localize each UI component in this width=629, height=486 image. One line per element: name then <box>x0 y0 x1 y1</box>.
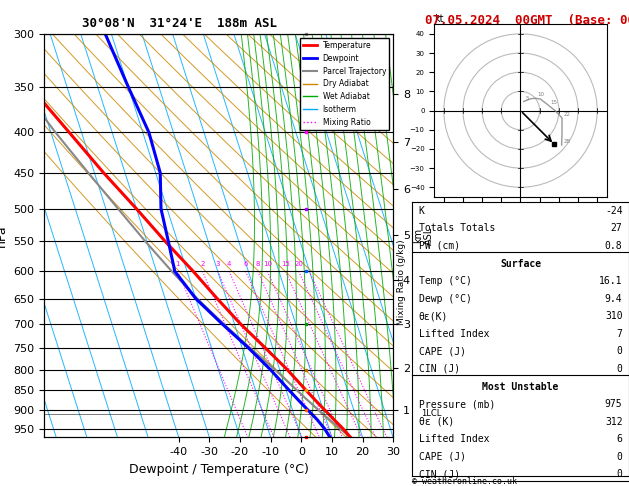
Text: θε(K): θε(K) <box>418 311 448 321</box>
Text: PW (cm): PW (cm) <box>418 241 460 251</box>
Text: 1: 1 <box>175 261 180 267</box>
Text: 2: 2 <box>200 261 204 267</box>
Text: CIN (J): CIN (J) <box>418 469 460 479</box>
Text: Lifted Index: Lifted Index <box>418 434 489 444</box>
Text: 30°08'N  31°24'E  188m ASL: 30°08'N 31°24'E 188m ASL <box>82 17 277 30</box>
Text: 975: 975 <box>605 399 623 409</box>
X-axis label: Dewpoint / Temperature (°C): Dewpoint / Temperature (°C) <box>129 463 308 476</box>
Text: 7: 7 <box>616 329 623 339</box>
Text: 3: 3 <box>216 261 220 267</box>
Text: 8: 8 <box>255 261 260 267</box>
Text: CAPE (J): CAPE (J) <box>418 347 465 356</box>
Text: 310: 310 <box>605 311 623 321</box>
Text: © weatheronline.co.uk: © weatheronline.co.uk <box>412 477 517 486</box>
Text: 312: 312 <box>605 417 623 427</box>
Text: 16.1: 16.1 <box>599 276 623 286</box>
Text: 07.05.2024  00GMT  (Base: 06): 07.05.2024 00GMT (Base: 06) <box>425 14 629 27</box>
Text: 27: 27 <box>611 224 623 233</box>
Text: 10: 10 <box>263 261 272 267</box>
Text: 0.8: 0.8 <box>605 241 623 251</box>
Text: 9.4: 9.4 <box>605 294 623 304</box>
Text: Totals Totals: Totals Totals <box>418 224 495 233</box>
Text: Temp (°C): Temp (°C) <box>418 276 471 286</box>
Text: Mixing Ratio (g/kg): Mixing Ratio (g/kg) <box>397 239 406 325</box>
Text: CAPE (J): CAPE (J) <box>418 452 465 462</box>
Text: Pressure (mb): Pressure (mb) <box>418 399 495 409</box>
Text: 15: 15 <box>281 261 290 267</box>
Text: 0: 0 <box>616 347 623 356</box>
Text: Dewp (°C): Dewp (°C) <box>418 294 471 304</box>
Text: 28: 28 <box>564 139 571 144</box>
Text: θε (K): θε (K) <box>418 417 454 427</box>
Text: Most Unstable: Most Unstable <box>482 382 559 392</box>
Y-axis label: hPa: hPa <box>0 225 8 247</box>
Text: -24: -24 <box>605 206 623 216</box>
Text: K: K <box>418 206 425 216</box>
Text: 0: 0 <box>616 364 623 374</box>
Text: 10: 10 <box>537 92 544 97</box>
Text: CIN (J): CIN (J) <box>418 364 460 374</box>
Text: 6: 6 <box>616 434 623 444</box>
Text: 20: 20 <box>294 261 303 267</box>
Text: 15: 15 <box>551 100 558 104</box>
Y-axis label: km
ASL: km ASL <box>413 226 435 245</box>
Text: 22: 22 <box>564 112 571 117</box>
Text: Lifted Index: Lifted Index <box>418 329 489 339</box>
Text: 0: 0 <box>616 452 623 462</box>
Text: 0: 0 <box>616 469 623 479</box>
Legend: Temperature, Dewpoint, Parcel Trajectory, Dry Adiabat, Wet Adiabat, Isotherm, Mi: Temperature, Dewpoint, Parcel Trajectory… <box>300 38 389 130</box>
Text: 6: 6 <box>243 261 248 267</box>
Text: kt: kt <box>434 14 443 23</box>
Text: 4: 4 <box>227 261 231 267</box>
Text: 1LCL: 1LCL <box>421 409 442 418</box>
Text: Surface: Surface <box>500 259 541 269</box>
Text: 5: 5 <box>526 96 529 101</box>
